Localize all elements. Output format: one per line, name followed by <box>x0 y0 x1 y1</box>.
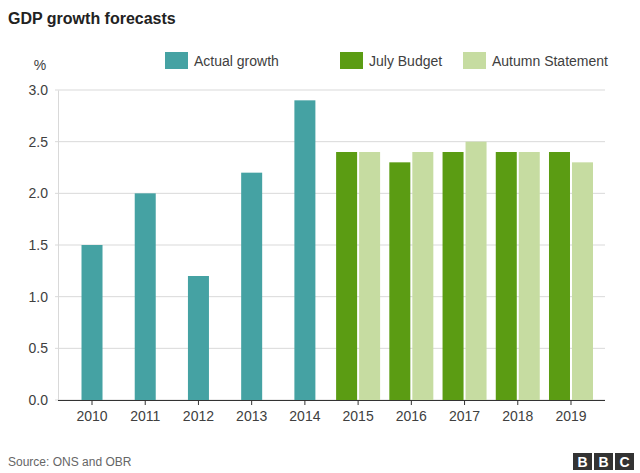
y-tick: 2.0 <box>29 185 58 201</box>
y-axis-label: % <box>34 57 46 73</box>
x-tick: 2018 <box>502 400 533 424</box>
x-tick-mark <box>358 400 359 405</box>
x-tick: 2017 <box>449 400 480 424</box>
bar <box>359 152 380 400</box>
grid <box>55 90 605 400</box>
x-tick-mark <box>411 400 412 405</box>
y-tick: 0.5 <box>29 340 58 356</box>
x-tick-mark <box>517 400 518 405</box>
bar <box>572 162 593 400</box>
x-tick-label: 2014 <box>289 408 320 424</box>
x-tick-label: 2012 <box>183 408 214 424</box>
bars <box>82 100 593 400</box>
y-tick: 3.0 <box>29 82 58 98</box>
y-tick: 1.0 <box>29 289 58 305</box>
x-tick-label: 2017 <box>449 408 480 424</box>
x-tick-mark <box>464 400 465 405</box>
source: Source: ONS and OBR <box>8 455 132 469</box>
bar <box>336 152 357 400</box>
x-tick-mark <box>304 400 305 405</box>
bar <box>412 152 433 400</box>
x-tick: 2012 <box>183 400 214 424</box>
x-tick-label: 2010 <box>76 408 107 424</box>
logo-letter: B <box>577 454 587 470</box>
legend-label: Autumn Statement <box>492 53 608 69</box>
x-tick: 2010 <box>76 400 107 424</box>
legend-item: July Budget <box>340 52 442 69</box>
x-axis: 2010 2011 2012 2013 2014 2015 2016 2017 2018 2019 <box>58 400 605 424</box>
bar <box>466 142 487 400</box>
x-tick: 2016 <box>396 400 427 424</box>
x-tick-mark <box>198 400 199 405</box>
y-tick-label: 1.5 <box>29 237 49 253</box>
x-tick-label: 2015 <box>343 408 374 424</box>
logo-box <box>615 453 634 470</box>
logo-box <box>573 453 592 470</box>
bar <box>549 152 570 400</box>
y-tick-label: 2.0 <box>29 185 49 201</box>
x-tick: 2014 <box>289 400 320 424</box>
bar <box>241 173 262 400</box>
legend-label: Actual growth <box>194 53 279 69</box>
grid-line <box>55 141 605 142</box>
bar <box>443 152 464 400</box>
x-tick-label: 2018 <box>502 408 533 424</box>
x-tick: 2011 <box>130 400 160 424</box>
title: GDP growth forecasts <box>8 10 176 27</box>
y-tick: 0.0 <box>29 392 58 408</box>
x-tick: 2015 <box>343 400 374 424</box>
y-tick-label: 3.0 <box>29 82 49 98</box>
legend-swatch <box>463 52 486 69</box>
logo-letter: C <box>619 454 629 470</box>
x-tick-label: 2016 <box>396 408 427 424</box>
legend-item: Actual growth <box>165 52 279 69</box>
x-tick-mark <box>92 400 93 405</box>
bar <box>294 100 315 400</box>
y-tick: 1.5 <box>29 237 58 253</box>
y-axis: 0.0 0.5 1.0 1.5 2.0 2.5 3.0 <box>29 82 59 408</box>
x-tick: 2013 <box>236 400 267 424</box>
y-axis-line <box>58 91 59 401</box>
bar <box>389 162 410 400</box>
legend-label: July Budget <box>369 53 442 69</box>
x-tick-label: 2011 <box>130 408 160 424</box>
chart: GDP growth forecasts% 0.0 0.5 1.0 1.5 2.0 2.5 3… <box>0 0 640 473</box>
bar <box>135 193 156 400</box>
x-tick-mark <box>145 400 146 405</box>
logo-letter: B <box>598 454 608 470</box>
y-tick-label: 1.0 <box>29 289 49 305</box>
x-tick-label: 2019 <box>555 408 586 424</box>
x-tick-label: 2013 <box>236 408 267 424</box>
x-tick: 2019 <box>555 400 586 424</box>
bar <box>82 245 103 400</box>
y-tick: 2.5 <box>29 134 58 150</box>
y-tick-label: 0.0 <box>29 392 49 408</box>
bar <box>496 152 517 400</box>
x-tick-mark <box>251 400 252 405</box>
grid-line <box>55 90 605 91</box>
logo: BBC <box>573 453 634 470</box>
x-axis-line <box>58 400 605 401</box>
legend-swatch <box>165 52 188 69</box>
legend: Actual growth July Budget Autumn Statement <box>165 52 608 69</box>
bar <box>519 152 540 400</box>
x-tick-mark <box>570 400 571 405</box>
y-tick-label: 0.5 <box>29 340 49 356</box>
legend-item: Autumn Statement <box>463 52 608 69</box>
y-tick-label: 2.5 <box>29 134 49 150</box>
logo-box <box>594 453 613 470</box>
bar <box>188 276 209 400</box>
legend-swatch <box>340 52 363 69</box>
